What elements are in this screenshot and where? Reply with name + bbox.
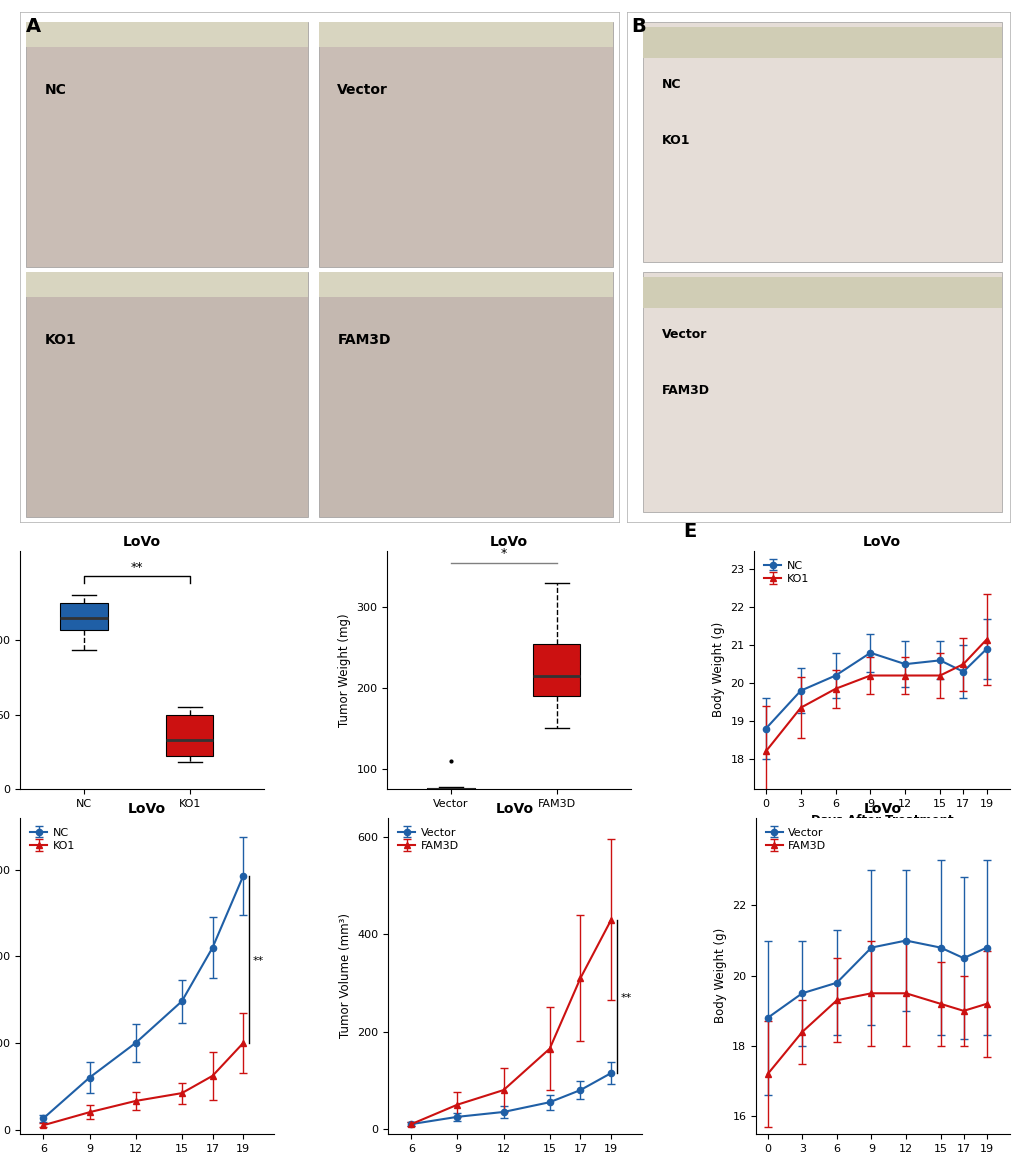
PathPatch shape xyxy=(166,715,213,757)
PathPatch shape xyxy=(60,603,108,629)
Y-axis label: Body Weight (g): Body Weight (g) xyxy=(711,622,725,717)
Text: Vector: Vector xyxy=(337,83,388,97)
Y-axis label: Body Weight (g): Body Weight (g) xyxy=(713,928,726,1023)
PathPatch shape xyxy=(532,643,580,697)
Text: A: A xyxy=(26,16,42,36)
Title: LoVo: LoVo xyxy=(863,803,901,817)
Legend: Vector, FAM3D: Vector, FAM3D xyxy=(393,823,463,855)
Legend: NC, KO1: NC, KO1 xyxy=(759,557,812,588)
Text: FAM3D: FAM3D xyxy=(337,333,390,347)
Bar xyxy=(642,22,1002,261)
Y-axis label: Tumor Weight (mg): Tumor Weight (mg) xyxy=(337,613,351,727)
Legend: Vector, FAM3D: Vector, FAM3D xyxy=(761,823,830,855)
X-axis label: Days After Treatment: Days After Treatment xyxy=(810,815,953,827)
Text: **: ** xyxy=(253,956,264,966)
Text: FAM3D: FAM3D xyxy=(661,384,709,397)
Bar xyxy=(319,22,612,47)
Bar xyxy=(26,22,307,267)
Text: *: * xyxy=(500,547,506,560)
Text: Vector: Vector xyxy=(661,329,706,341)
Text: **: ** xyxy=(130,561,143,574)
Text: E: E xyxy=(682,522,695,540)
Text: KO1: KO1 xyxy=(44,333,76,347)
Bar xyxy=(26,22,307,47)
Bar xyxy=(26,272,307,517)
Bar xyxy=(642,27,1002,58)
Bar xyxy=(319,22,612,267)
Title: LoVo: LoVo xyxy=(862,536,900,550)
Text: NC: NC xyxy=(44,83,66,97)
Bar xyxy=(319,272,612,517)
Text: NC: NC xyxy=(661,78,681,91)
Y-axis label: Tumor Volume (mm³): Tumor Volume (mm³) xyxy=(338,913,352,1038)
Title: LoVo: LoVo xyxy=(128,803,166,817)
Title: LoVo: LoVo xyxy=(495,803,534,817)
Title: LoVo: LoVo xyxy=(123,536,161,550)
Bar xyxy=(642,277,1002,308)
Legend: NC, KO1: NC, KO1 xyxy=(25,823,79,855)
Title: LoVo: LoVo xyxy=(489,536,528,550)
Text: **: ** xyxy=(620,993,631,1003)
PathPatch shape xyxy=(427,788,474,790)
Bar xyxy=(642,272,1002,511)
Bar xyxy=(26,272,307,297)
Bar xyxy=(319,272,612,297)
Text: B: B xyxy=(631,16,645,36)
Text: KO1: KO1 xyxy=(661,134,690,147)
